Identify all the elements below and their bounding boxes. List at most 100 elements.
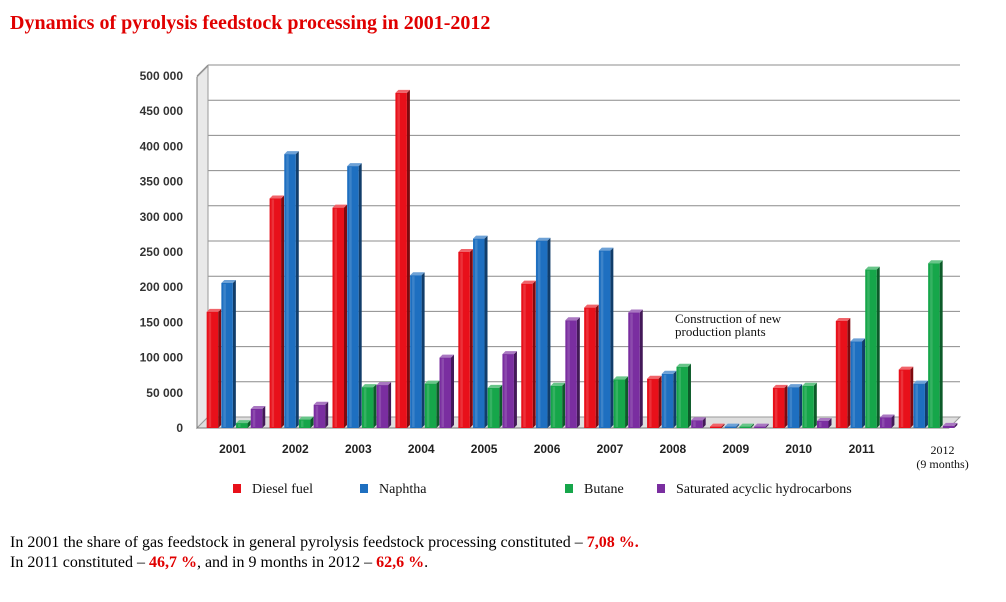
bar-diesel-fuel-2012-9-months-: [898, 366, 914, 428]
bar-side: [310, 416, 314, 428]
bar-top: [850, 338, 866, 342]
bar-diesel-fuel-2003: [332, 204, 347, 428]
bar-face: [787, 387, 800, 428]
bar-highlight: [208, 312, 212, 427]
bar-side: [562, 382, 566, 428]
bar-top: [661, 370, 677, 374]
bar-highlight: [349, 167, 352, 427]
bar-top: [817, 417, 832, 421]
bar-highlight: [693, 421, 696, 427]
bar-diesel-fuel-2002: [269, 195, 285, 428]
y-tick-label: 300 000: [140, 210, 184, 224]
bar-diesel-fuel-2010: [772, 384, 788, 428]
bar-highlight: [252, 409, 256, 427]
bar-butane-2007: [613, 376, 629, 428]
bar-saturated-acyclic-hydrocarbons-2008: [691, 417, 706, 428]
bar-side: [436, 380, 440, 428]
bar-side: [513, 351, 517, 428]
bar-saturated-acyclic-hydrocarbons-2009: [754, 423, 769, 428]
bar-diesel-fuel-2007: [584, 304, 599, 428]
y-tick-label: 200 000: [140, 280, 184, 294]
bar-face: [269, 198, 282, 428]
bar-top: [221, 279, 236, 283]
y-tick-labels: 0 50 000 100 000 150 000 200 000 250 000 300 0…: [140, 69, 184, 435]
bar-highlight: [663, 374, 667, 427]
bar-side: [625, 376, 629, 428]
bar-side: [388, 382, 392, 428]
bar-side: [295, 151, 299, 429]
bar-butane-2005: [487, 384, 503, 428]
bar-face: [535, 240, 548, 428]
bar-naphtha-2002: [284, 151, 299, 429]
bar-side: [828, 417, 832, 428]
bar-butane-2009: [739, 423, 754, 428]
bar-face: [565, 320, 577, 428]
bar-face: [332, 207, 344, 428]
legend-item: Butane: [565, 482, 624, 497]
bar-naphtha-2001: [221, 279, 236, 428]
bar-saturated-acyclic-hydrocarbons-2003: [376, 382, 392, 428]
bar-top: [772, 384, 788, 388]
caption-value: 7,08 %.: [586, 534, 639, 551]
caption-line-2: In 2011 constituted – 46,7 %, and in 9 m…: [10, 554, 428, 572]
gridline-diagonal: [196, 64, 209, 77]
bar-top: [691, 417, 706, 421]
bar-butane-2001: [236, 420, 251, 428]
bar-diesel-fuel-2008: [647, 375, 662, 428]
bar-side: [610, 247, 614, 428]
bar-highlight: [649, 379, 652, 427]
bar-face: [376, 385, 389, 428]
bar-side: [639, 309, 643, 428]
bar-side: [281, 195, 285, 428]
y-tick-label: 250 000: [140, 245, 184, 259]
bar-side: [939, 260, 943, 428]
bar-face: [754, 426, 766, 428]
bar-saturated-acyclic-hydrocarbons-2006: [565, 317, 580, 428]
legend-label: Diesel fuel: [252, 482, 313, 497]
bar-top: [565, 317, 580, 321]
bar-highlight: [600, 251, 604, 427]
bar-top: [550, 382, 566, 386]
bar-top: [535, 237, 551, 241]
bar-highlight: [630, 313, 633, 427]
bar-diesel-fuel-2006: [521, 280, 536, 428]
bar-butane-2012-9-months-: [928, 260, 943, 428]
bar-face: [865, 269, 877, 428]
bar-top: [424, 380, 440, 384]
bar-highlight: [567, 321, 570, 427]
bar-face: [395, 92, 407, 429]
y-tick-label: 450 000: [140, 104, 184, 118]
bar-highlight: [881, 418, 885, 427]
bar-naphtha-2006: [535, 237, 551, 428]
bar-naphtha-2010: [787, 384, 803, 428]
bar-highlight: [397, 93, 400, 428]
x-tick-label: 2003: [345, 442, 372, 456]
caption-text: In 2001 the share of gas feedstock in ge…: [10, 534, 587, 551]
x-tick-label: 2012: [931, 443, 955, 457]
bar-top: [787, 384, 803, 388]
bar-side: [673, 370, 677, 428]
bar-face: [879, 417, 892, 428]
bar-face: [487, 387, 500, 428]
bar-face: [913, 383, 925, 428]
bar-saturated-acyclic-hydrocarbons-2001: [250, 405, 266, 428]
bar-highlight: [586, 308, 589, 427]
bar-diesel-fuel-2011: [835, 317, 851, 428]
bar-face: [236, 423, 248, 428]
bar-top: [942, 422, 958, 426]
bar-top: [754, 423, 769, 427]
annotation-text: Construction of new: [675, 311, 782, 326]
bar-side: [595, 304, 599, 428]
bar-face: [410, 275, 422, 428]
bar-naphtha-2011: [850, 338, 866, 428]
bar-side: [262, 405, 266, 428]
bars: [206, 89, 958, 429]
bar-side: [451, 354, 455, 428]
bar-side: [721, 423, 725, 428]
bar-side: [954, 422, 958, 428]
x-tick-labels: 2001 2002 2003 2004 2005 2006 2007 2008 2009 2010…: [219, 442, 969, 471]
bar-highlight: [852, 342, 856, 427]
bar-face: [817, 420, 829, 428]
bar-face: [313, 404, 326, 428]
bar-butane-2006: [550, 382, 566, 428]
